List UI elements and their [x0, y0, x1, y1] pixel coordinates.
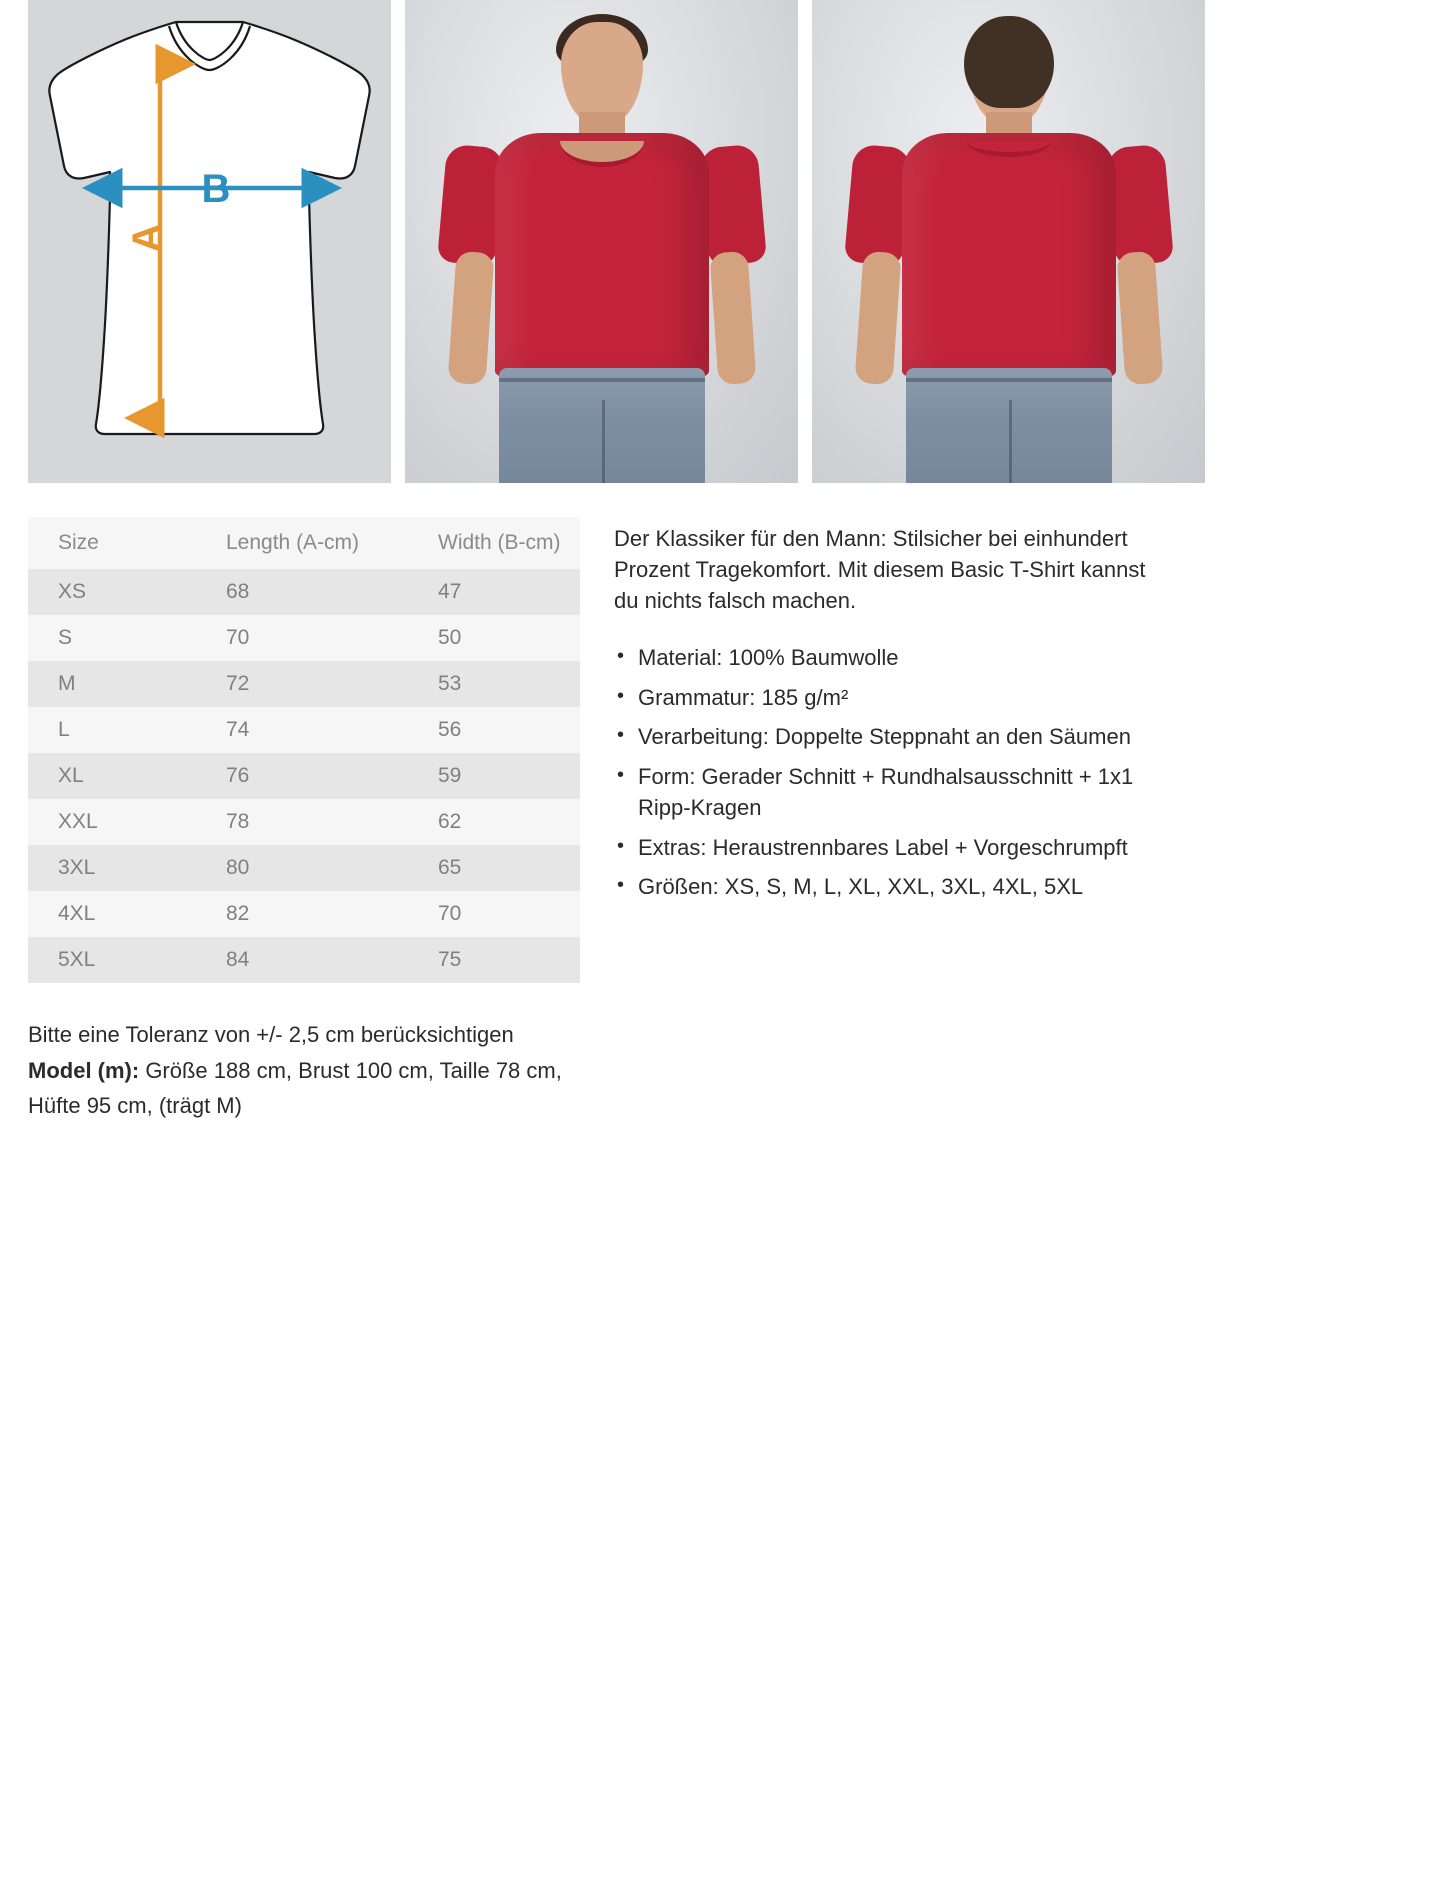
cell-size: XS — [28, 569, 196, 615]
cell-length: 78 — [196, 799, 408, 845]
cell-length: 74 — [196, 707, 408, 753]
cell-width: 47 — [408, 569, 580, 615]
tolerance-note: Bitte eine Toleranz von +/- 2,5 cm berüc… — [28, 1022, 514, 1047]
list-item: Größen: XS, S, M, L, XL, XXL, 3XL, 4XL, … — [614, 871, 1154, 903]
list-item: Extras: Heraustrennbares Label + Vorgesc… — [614, 832, 1154, 864]
model-arm-right — [708, 250, 757, 386]
size-diagram-panel: A B — [28, 0, 391, 483]
model-figure-back — [843, 0, 1174, 483]
cell-size: L — [28, 707, 196, 753]
cell-width: 50 — [408, 615, 580, 661]
cell-width: 59 — [408, 753, 580, 799]
model-hair — [963, 16, 1054, 108]
table-row: M 72 53 — [28, 661, 580, 707]
cell-size: 4XL — [28, 891, 196, 937]
list-item: Grammatur: 185 g/m² — [614, 682, 1154, 714]
shirt-collar — [966, 141, 1051, 157]
size-table-body: XS 68 47 S 70 50 M 72 53 L 74 56 — [28, 569, 580, 983]
cell-size: S — [28, 615, 196, 661]
cell-width: 53 — [408, 661, 580, 707]
model-details: Größe 188 cm, Brust 100 cm, Taille 78 cm… — [28, 1057, 562, 1119]
list-item: Verarbeitung: Doppelte Steppnaht an den … — [614, 721, 1154, 753]
list-item: Material: 100% Baumwolle — [614, 642, 1154, 674]
model-head — [560, 22, 643, 126]
cell-width: 56 — [408, 707, 580, 753]
cell-length: 70 — [196, 615, 408, 661]
size-chart-table: Size Length (A-cm) Width (B-cm) XS 68 47… — [28, 517, 580, 983]
jeans-waistband — [905, 378, 1112, 382]
shirt-collar — [559, 141, 644, 167]
description-intro: Der Klassiker für den Mann: Stilsicher b… — [614, 526, 1146, 614]
product-spec-list: Material: 100% Baumwolle Grammatur: 185 … — [614, 642, 1154, 904]
cell-width: 62 — [408, 799, 580, 845]
list-item: Form: Gerader Schnitt + Rundhalsausschni… — [614, 761, 1154, 824]
column-header-length: Length (A-cm) — [196, 517, 408, 569]
table-row: XS 68 47 — [28, 569, 580, 615]
footer-notes: Bitte eine Toleranz von +/- 2,5 cm berüc… — [0, 983, 640, 1124]
column-header-width: Width (B-cm) — [408, 517, 580, 569]
model-jeans — [498, 368, 705, 483]
cell-size: XXL — [28, 799, 196, 845]
table-row: 5XL 84 75 — [28, 937, 580, 983]
cell-length: 68 — [196, 569, 408, 615]
diagram-label-b: B — [202, 167, 231, 211]
table-row: S 70 50 — [28, 615, 580, 661]
model-arm-right — [1115, 250, 1164, 386]
shirt-sleeve-right — [1105, 143, 1174, 267]
model-photo-back — [812, 0, 1205, 483]
red-tshirt-front — [494, 133, 709, 377]
product-details-section: Size Length (A-cm) Width (B-cm) XS 68 47… — [0, 483, 1445, 983]
model-arm-left — [446, 250, 495, 386]
cell-length: 72 — [196, 661, 408, 707]
product-image-strip: A B — [0, 0, 1445, 483]
product-description-column: Der Klassiker für den Mann: Stilsicher b… — [614, 517, 1154, 912]
cell-length: 80 — [196, 845, 408, 891]
size-table-column: Size Length (A-cm) Width (B-cm) XS 68 47… — [28, 517, 580, 983]
red-tshirt-back — [901, 133, 1116, 377]
model-photo-front — [405, 0, 798, 483]
cell-length: 84 — [196, 937, 408, 983]
table-row: 4XL 82 70 — [28, 891, 580, 937]
table-row: XL 76 59 — [28, 753, 580, 799]
diagram-label-a: A — [125, 224, 169, 253]
table-header-row: Size Length (A-cm) Width (B-cm) — [28, 517, 580, 569]
cell-length: 76 — [196, 753, 408, 799]
cell-length: 82 — [196, 891, 408, 937]
cell-size: 5XL — [28, 937, 196, 983]
cell-width: 70 — [408, 891, 580, 937]
jeans-waistband — [498, 378, 705, 382]
column-header-size: Size — [28, 517, 196, 569]
model-label: Model (m): — [28, 1057, 140, 1083]
table-row: 3XL 80 65 — [28, 845, 580, 891]
model-jeans — [905, 368, 1112, 483]
cell-size: 3XL — [28, 845, 196, 891]
tshirt-diagram-svg: A B — [48, 20, 371, 439]
model-note: Model (m): Größe 188 cm, Brust 100 cm, T… — [28, 1053, 612, 1124]
cell-size: XL — [28, 753, 196, 799]
cell-width: 75 — [408, 937, 580, 983]
model-figure-front — [436, 0, 767, 483]
table-row: L 74 56 — [28, 707, 580, 753]
cell-size: M — [28, 661, 196, 707]
model-arm-left — [853, 250, 902, 386]
cell-width: 65 — [408, 845, 580, 891]
table-row: XXL 78 62 — [28, 799, 580, 845]
shirt-sleeve-right — [698, 143, 767, 267]
